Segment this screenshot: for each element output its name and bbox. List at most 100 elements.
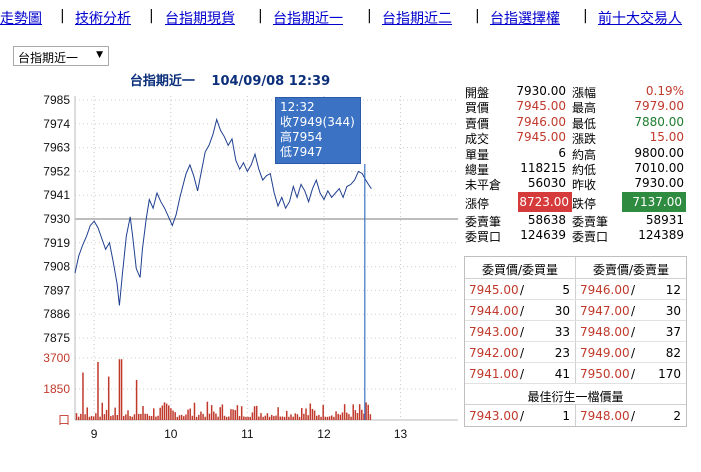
- nav-futures-near2[interactable]: 台指期近二: [382, 11, 452, 27]
- derived-title: 最佳衍生一檔價量: [465, 384, 686, 405]
- quote-panel: 開盤 7930.00 漲幅 0.19% 買價 7945.00 最高 7979.0…: [462, 84, 687, 244]
- chart-title: 台指期近一 104/09/08 12:39: [0, 70, 460, 89]
- chart-title-name: 台指期近一: [129, 74, 195, 89]
- derived-row: 7943.00/1 7948.00/2: [465, 405, 686, 426]
- contract-select[interactable]: 台指期近一 ▼: [13, 46, 109, 66]
- order-book-row: 7944.00/30 7947.00/30: [465, 300, 686, 321]
- nav-separator: |: [367, 8, 372, 24]
- price-tick-label: 7930: [43, 212, 70, 226]
- quote-value: 56030: [527, 176, 566, 191]
- price-tick-label: 7963: [43, 141, 70, 155]
- quote-label: 未平倉: [465, 178, 502, 193]
- slash: /: [520, 409, 525, 423]
- slash: /: [631, 304, 636, 318]
- price-tick-label: 7886: [43, 307, 70, 321]
- slash: /: [520, 346, 525, 360]
- slash: /: [631, 325, 636, 339]
- bid-cell: 7944.00/ 30: [465, 300, 576, 320]
- quote-label: 單量: [465, 147, 490, 162]
- nav-options[interactable]: 台指選擇權: [490, 11, 560, 27]
- limit-down-value: 7137.00: [622, 191, 686, 212]
- quote-row: 委買口 124639 委賣口 124389: [462, 228, 687, 245]
- quote-value: 7979.00: [634, 99, 684, 114]
- quote-value: 9800.00: [634, 145, 684, 160]
- ask-price: 7947.00: [580, 304, 630, 318]
- chart-title-datetime: 104/09/08 12:39: [211, 74, 331, 89]
- bid-qty: 5: [562, 283, 570, 297]
- quote-value: 58638: [527, 212, 566, 227]
- price-tick-label: 7908: [43, 260, 70, 274]
- intraday-chart[interactable]: 7985 7974 7963 7952 7941 7930 7919 7908 7897 7886…: [0, 88, 460, 448]
- nav-trend-chart[interactable]: 走勢圖: [0, 11, 42, 27]
- order-book-row: 7942.00/23 7949.00/82: [465, 342, 686, 363]
- order-book-row: 7941.00/41 7950.00/170: [465, 363, 686, 384]
- nav-top10-traders[interactable]: 前十大交易人: [598, 11, 682, 27]
- quote-value: 7930.00: [634, 176, 684, 191]
- slash: /: [631, 367, 636, 381]
- quote-label: 約低: [572, 162, 597, 177]
- quote-row: 開盤 7930.00 漲幅 0.19%: [462, 84, 687, 100]
- quote-row: 單量 6 約高 9800.00: [462, 145, 687, 162]
- quote-value: 7946.00: [516, 114, 566, 129]
- price-tick-label: 7952: [43, 164, 70, 178]
- quote-label: 委買口: [465, 230, 502, 245]
- order-book-row: 7945.00/5 7946.00/12: [465, 279, 686, 300]
- quote-label: 最高: [572, 101, 597, 116]
- bid-cell: 7945.00/ 5: [465, 279, 576, 299]
- ask-price: 7949.00: [580, 346, 630, 360]
- bid-price: 7943.00: [469, 325, 519, 339]
- quote-value: 7945.00: [516, 99, 566, 114]
- volume-bars: [75, 359, 372, 420]
- top-nav: 走勢圖 | 技術分析 | 台指期現貨 | 台指期近一 | 台指期近二 | 台指選…: [0, 8, 701, 28]
- ask-price: 7948.00: [580, 409, 630, 423]
- price-tick-label: 7985: [43, 93, 70, 107]
- nav-separator: |: [583, 8, 588, 24]
- volume-tick-label: 口: [58, 413, 70, 427]
- order-book: 委買價/委買量 委賣價/委賣量 7945.00/5 7946.00/12 794…: [464, 256, 687, 427]
- ask-price: 7948.00: [580, 325, 630, 339]
- quote-label: 最低: [572, 116, 597, 131]
- time-tick-label: 11: [241, 427, 254, 441]
- time-tick-label: 13: [394, 427, 408, 441]
- quote-label: 約高: [572, 147, 597, 162]
- quote-row: 成交 7945.00 漲跌 15.00: [462, 130, 687, 147]
- quote-value: 124639: [520, 228, 566, 243]
- quote-label: 漲幅: [572, 86, 597, 100]
- nav-technical-analysis[interactable]: 技術分析: [75, 11, 131, 27]
- nav-futures-near1[interactable]: 台指期近一: [273, 11, 343, 27]
- nav-futures-spot[interactable]: 台指期現貨: [165, 11, 235, 27]
- slash: /: [520, 325, 525, 339]
- bid-qty: 41: [554, 367, 570, 381]
- quote-label: 開盤: [465, 86, 490, 100]
- quote-row: 總量 118215 約低 7010.00: [462, 160, 687, 177]
- quote-value: 7010.00: [634, 160, 684, 175]
- volume-tick-label: 3700: [43, 351, 70, 365]
- price-axis: 7985 7974 7963 7952 7941 7930 7919 7908 7897 7886…: [43, 93, 70, 345]
- slash: /: [631, 283, 636, 297]
- volume-axis: 3700 1850 口: [43, 351, 70, 427]
- price-tick-label: 7941: [43, 188, 70, 202]
- price-tick-label: 7919: [43, 236, 70, 250]
- contract-select-value: 台指期近一: [18, 51, 79, 65]
- ask-cell: 7948.00/ 37: [576, 321, 686, 341]
- bid-price: 7945.00: [469, 283, 519, 297]
- quote-value: 15.00: [649, 130, 684, 145]
- ask-qty: 37: [665, 325, 681, 339]
- bid-qty: 33: [554, 325, 570, 339]
- quote-value: 6: [558, 145, 566, 160]
- quote-value: 124389: [638, 228, 684, 243]
- quote-row: 未平倉 56030 昨收 7930.00: [462, 176, 687, 193]
- bid-header: 委買價/委買量: [465, 257, 576, 278]
- quote-row: 委賣筆 58638 委賣筆 58931: [462, 212, 687, 229]
- slash: /: [631, 409, 636, 423]
- quote-value: 118215: [520, 160, 566, 175]
- quote-label: 總量: [465, 162, 490, 177]
- ask-cell: 7946.00/ 12: [576, 279, 686, 299]
- price-tick-label: 7897: [43, 283, 70, 297]
- ask-price: 7950.00: [580, 367, 630, 381]
- limit-up-label: 漲停: [465, 196, 490, 211]
- time-tick-label: 9: [91, 427, 98, 441]
- quote-label: 成交: [465, 132, 490, 147]
- bid-price: 7941.00: [469, 367, 519, 381]
- price-line: [74, 117, 372, 306]
